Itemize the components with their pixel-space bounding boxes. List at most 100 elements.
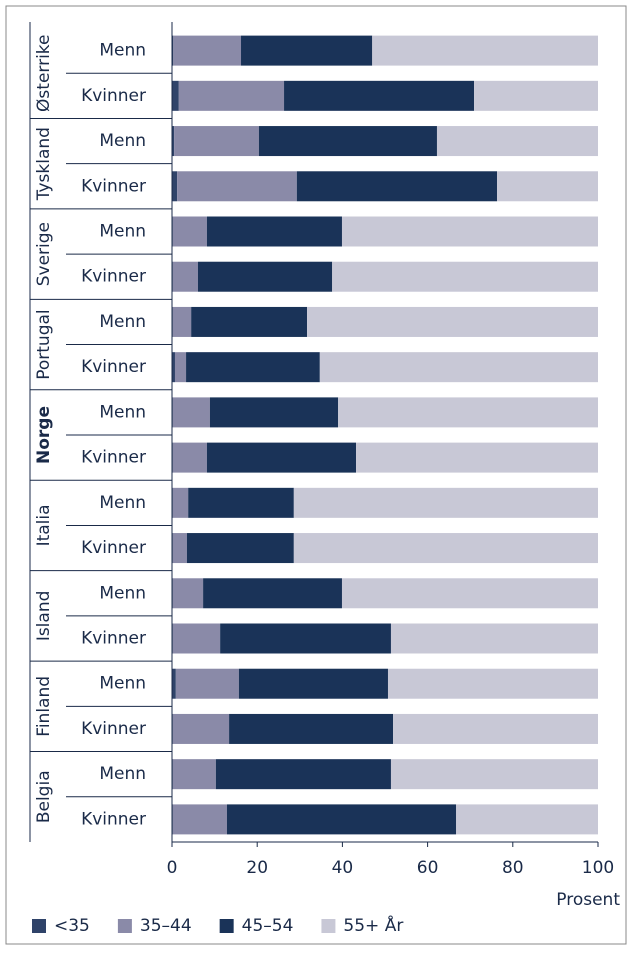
bar-segment [258, 126, 437, 157]
legend-swatch [117, 919, 132, 933]
bar-segment [341, 216, 598, 247]
bar-segment [497, 171, 598, 202]
bar-segment [174, 352, 187, 383]
category-label: Kvinner [81, 809, 146, 829]
category-label: Kvinner [81, 267, 146, 287]
bar-segment [172, 623, 221, 654]
bar-segment [178, 80, 285, 111]
legend-swatch [321, 919, 336, 933]
bar-segment [393, 713, 598, 744]
category-label: Menn [99, 674, 146, 694]
group-label: Island [34, 591, 54, 642]
bar-segment [220, 623, 391, 654]
group-label: Belgia [34, 770, 54, 823]
category-label: Kvinner [81, 629, 146, 649]
bar-segment [172, 80, 179, 111]
group-label: Italia [34, 504, 54, 546]
bar-segment [172, 306, 192, 337]
bar-segment [390, 623, 598, 654]
bar-segment [293, 533, 598, 564]
bar-segment [203, 578, 342, 609]
bar-segment [226, 804, 457, 835]
bar-segment [387, 668, 598, 699]
bar-segment [172, 487, 189, 518]
group-label: Portugal [34, 309, 54, 379]
frame [5, 5, 627, 945]
bar-segment [307, 306, 598, 337]
bar-segment [173, 35, 242, 66]
bar-segment [241, 35, 373, 66]
category-label: Menn [99, 131, 146, 151]
bar-segment [172, 171, 178, 202]
bar-segment [172, 668, 176, 699]
bar-segment [206, 442, 357, 473]
legend-label: <35 [54, 916, 90, 936]
category-label: Kvinner [81, 176, 146, 196]
bar-segment [177, 171, 297, 202]
bar-segment [284, 80, 475, 111]
bar-segment [174, 126, 259, 157]
bar-segment [172, 216, 207, 247]
group-label: Norge [34, 406, 54, 464]
group-label: Østerrike [34, 34, 54, 111]
category-label: Menn [99, 764, 146, 784]
legend-label: 55+ År [343, 914, 403, 936]
bar-segment [293, 487, 598, 518]
bar-segment [206, 216, 342, 247]
x-tick-label: 0 [167, 858, 178, 878]
x-tick-label: 100 [582, 858, 614, 878]
bar-segment [172, 352, 175, 383]
legend-label: 35–44 [140, 916, 192, 936]
bar-segment [172, 713, 230, 744]
category-label: Kvinner [81, 448, 146, 468]
category-label: Kvinner [81, 719, 146, 739]
bar-segment [172, 578, 204, 609]
bar-segment [356, 442, 598, 473]
bar-segment [474, 80, 598, 111]
bar-segment [172, 35, 174, 66]
x-axis-label: Prosent [556, 890, 620, 910]
bar-segment [172, 533, 187, 564]
bar-segment [341, 578, 598, 609]
x-tick-label: 20 [246, 858, 268, 878]
category-label: Kvinner [81, 538, 146, 558]
category-label: Menn [99, 41, 146, 61]
bar-segment [191, 306, 308, 337]
bar-segment [172, 126, 175, 157]
bar-segment [172, 397, 210, 428]
bar-segment [188, 487, 294, 518]
category-label: Kvinner [81, 357, 146, 377]
x-tick-label: 80 [502, 858, 524, 878]
x-tick-label: 60 [417, 858, 439, 878]
legend-swatch [32, 919, 46, 933]
x-tick-label: 40 [332, 858, 354, 878]
category-label: Menn [99, 493, 146, 513]
bar-segment [186, 352, 320, 383]
bar-segment [172, 442, 207, 473]
bar-segment [172, 261, 198, 292]
bar-segment [319, 352, 598, 383]
group-label: Sverige [34, 222, 54, 286]
bar-segment [332, 261, 598, 292]
bar-segment [172, 804, 227, 835]
group-label: Tyskland [34, 127, 54, 201]
bar-segment [197, 261, 333, 292]
bar-segment [172, 759, 216, 790]
category-label: Menn [99, 312, 146, 332]
bar-segment [175, 668, 239, 699]
bar-segment [372, 35, 598, 66]
category-label: Menn [99, 583, 146, 603]
bar-segment [390, 759, 598, 790]
bar-segment [338, 397, 598, 428]
bar-segment [209, 397, 339, 428]
bar-segment [296, 171, 498, 202]
bar-segment [436, 126, 598, 157]
bar-segment [229, 713, 394, 744]
legend-swatch [219, 919, 234, 933]
legend-label: 45–54 [242, 916, 294, 936]
bar-segment [456, 804, 598, 835]
category-label: Menn [99, 402, 146, 422]
category-label: Kvinner [81, 86, 146, 106]
bar-segment [186, 533, 294, 564]
